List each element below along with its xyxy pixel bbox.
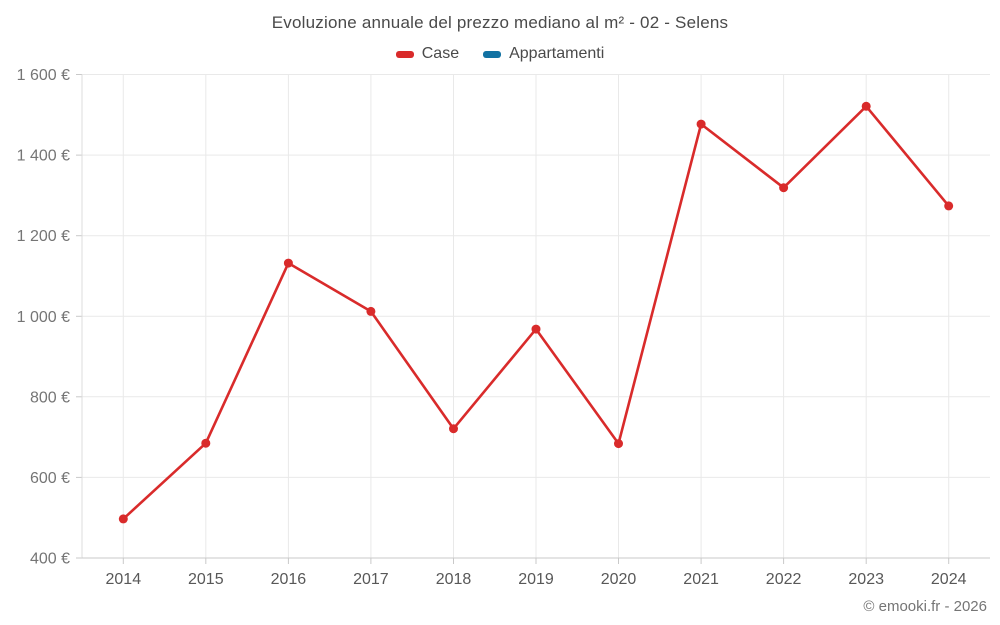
data-point[interactable] — [201, 438, 211, 448]
x-tick-label: 2016 — [271, 571, 307, 588]
y-tick-label: 400 € — [30, 551, 70, 568]
data-point[interactable] — [696, 119, 706, 129]
legend-item-case[interactable]: Case — [395, 45, 460, 63]
data-point[interactable] — [614, 439, 623, 449]
x-tick-label: 2018 — [436, 571, 472, 588]
y-tick-label: 600 € — [30, 470, 70, 487]
x-tick-label: 2021 — [683, 571, 719, 588]
x-tick-label: 2020 — [601, 571, 637, 588]
legend-label-appartamenti: Appartamenti — [509, 45, 605, 62]
x-tick-label: 2015 — [188, 571, 224, 588]
case-series-swatch-icon — [395, 50, 414, 58]
legend: Case Appartamenti — [0, 45, 1000, 63]
y-tick-label: 800 € — [30, 389, 70, 406]
x-tick-label: 2024 — [931, 571, 967, 588]
x-tick-label: 2022 — [766, 571, 802, 588]
legend-item-appartamenti[interactable]: Appartamenti — [483, 45, 604, 63]
appartamenti-series-swatch-icon — [483, 50, 502, 58]
data-point[interactable] — [366, 306, 376, 316]
y-tick-label: 1 400 € — [17, 148, 70, 165]
data-point[interactable] — [531, 324, 541, 334]
y-tick-label: 1 000 € — [17, 309, 70, 326]
x-tick-label: 2023 — [848, 571, 884, 588]
x-tick-label: 2019 — [518, 571, 554, 588]
page-title: Evoluzione annuale del prezzo mediano al… — [271, 13, 729, 32]
footer-credit: © emooki.fr - 2026 — [863, 598, 987, 615]
data-point[interactable] — [861, 101, 871, 111]
legend-label-case: Case — [421, 45, 460, 62]
y-tick-label: 1 600 € — [17, 67, 70, 84]
data-point[interactable] — [118, 514, 128, 524]
data-point[interactable] — [944, 201, 954, 211]
data-point[interactable] — [283, 258, 293, 268]
y-tick-label: 1 200 € — [17, 228, 70, 245]
data-point[interactable] — [449, 424, 458, 434]
x-tick-label: 2017 — [353, 571, 389, 588]
x-tick-label: 2014 — [106, 571, 142, 588]
data-point[interactable] — [779, 183, 789, 193]
